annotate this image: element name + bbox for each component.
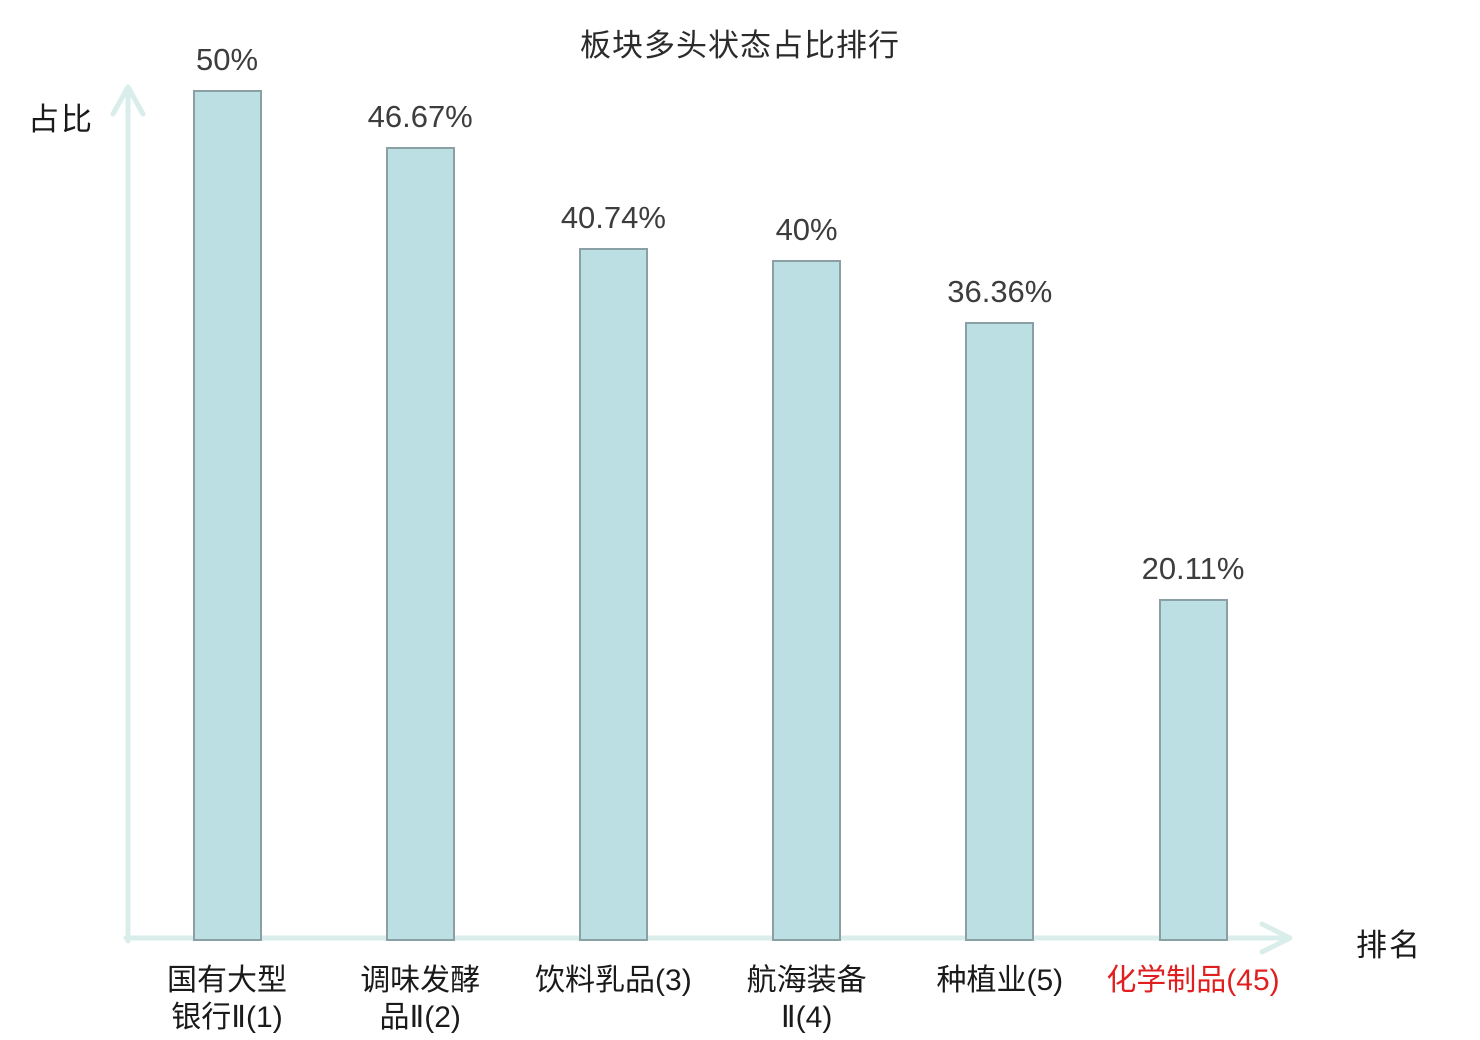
x-tick-label-line: 品Ⅱ(2)	[379, 1001, 461, 1034]
x-tick-label-line: 化学制品(45)	[1106, 964, 1280, 997]
bar-value-label: 40.74%	[560, 200, 666, 235]
x-axis-label: 排名	[1356, 928, 1422, 963]
x-tick-label: 国有大型银行Ⅱ(1)	[77, 962, 377, 1036]
y-axis-label: 占比	[28, 102, 94, 137]
chart-title: 板块多头状态占比排行	[580, 28, 900, 63]
x-tick-label-line: 种植业(5)	[936, 964, 1064, 997]
bar	[192, 90, 262, 941]
x-tick-label: 种植业(5)	[850, 962, 1150, 999]
x-tick-label-line: Ⅱ(4)	[780, 1001, 833, 1034]
x-tick-label-line: 国有大型	[167, 964, 287, 997]
bar	[772, 260, 842, 941]
x-axis-arrow-icon	[1259, 921, 1293, 955]
bar	[1158, 599, 1228, 941]
bar-value-label: 20.11%	[1141, 551, 1245, 586]
x-tick-label: 饮料乳品(3)	[463, 962, 763, 999]
x-tick-label: 化学制品(45)	[1043, 962, 1343, 999]
x-tick-label-line: 银行Ⅱ(1)	[171, 1001, 283, 1034]
x-tick-label-line: 饮料乳品(3)	[535, 964, 692, 997]
bar	[385, 147, 455, 941]
x-tick-label-line: 调味发酵	[360, 964, 481, 997]
bar	[965, 322, 1035, 941]
x-tick-label: 航海装备 Ⅱ(4)	[657, 962, 957, 1036]
y-axis-arrow-icon	[110, 84, 146, 117]
x-tick-label-line: 航海装备	[746, 964, 867, 997]
bar-value-label: 36.36%	[947, 274, 1053, 309]
bar	[578, 248, 648, 941]
x-tick-label: 调味发酵品Ⅱ(2)	[270, 962, 570, 1036]
bar-value-label: 50%	[195, 42, 259, 77]
bar-value-label: 46.67%	[367, 99, 473, 134]
bar-value-label: 40%	[775, 212, 838, 247]
